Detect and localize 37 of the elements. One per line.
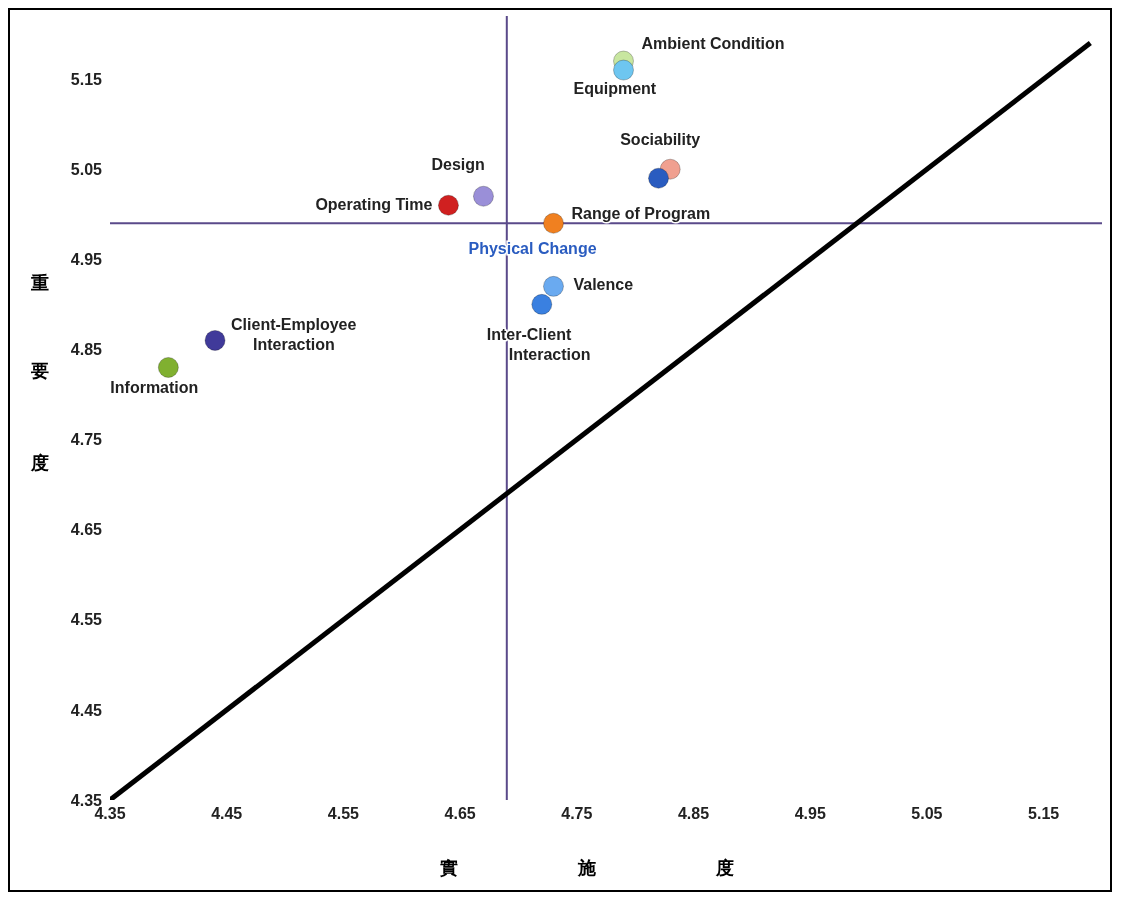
- x-tick-label: 4.85: [677, 805, 710, 823]
- series-label: Range of Program: [571, 205, 711, 223]
- series-label: Operating Time: [315, 196, 433, 214]
- y-tick-label: 4.95: [70, 250, 103, 268]
- x-tick-label: 4.75: [561, 805, 593, 823]
- point: [472, 185, 494, 207]
- y-tick-label: 5.05: [70, 160, 103, 178]
- x-tick-label: 5.05: [911, 805, 943, 823]
- y-tick-label: 4.65: [70, 521, 103, 539]
- series-label: Ambient Condition: [641, 35, 785, 53]
- point: [613, 59, 635, 81]
- series-label: Client-Employee Interaction: [231, 316, 357, 354]
- y-tick-label: 5.15: [70, 70, 103, 88]
- series-label: Design: [431, 156, 485, 174]
- point: [542, 212, 564, 234]
- series-label: Information: [110, 379, 199, 397]
- x-tick-label: 4.55: [327, 805, 360, 823]
- x-tick-label: 4.35: [94, 805, 126, 823]
- x-tick-label: 4.45: [211, 805, 243, 823]
- series-label: Sociability: [620, 131, 701, 149]
- series-label: Valence: [573, 276, 634, 294]
- x-tick-label: 5.15: [1028, 805, 1060, 823]
- x-tick-label: 4.65: [444, 805, 476, 823]
- point: [542, 275, 564, 297]
- point: [531, 293, 553, 315]
- series-label: Equipment: [573, 80, 657, 98]
- point: [157, 356, 179, 378]
- y-tick-label: 4.85: [70, 341, 103, 359]
- y-tick-label: 4.75: [70, 431, 103, 449]
- point: [204, 329, 226, 351]
- point: [648, 167, 670, 189]
- y-axis-title: 重要度: [29, 258, 52, 528]
- y-tick-label: 4.45: [70, 701, 103, 719]
- y-tick-label: 4.55: [70, 611, 103, 629]
- point: [437, 194, 459, 216]
- x-axis-title: 實施度: [440, 856, 854, 880]
- x-tick-label: 4.95: [794, 805, 826, 823]
